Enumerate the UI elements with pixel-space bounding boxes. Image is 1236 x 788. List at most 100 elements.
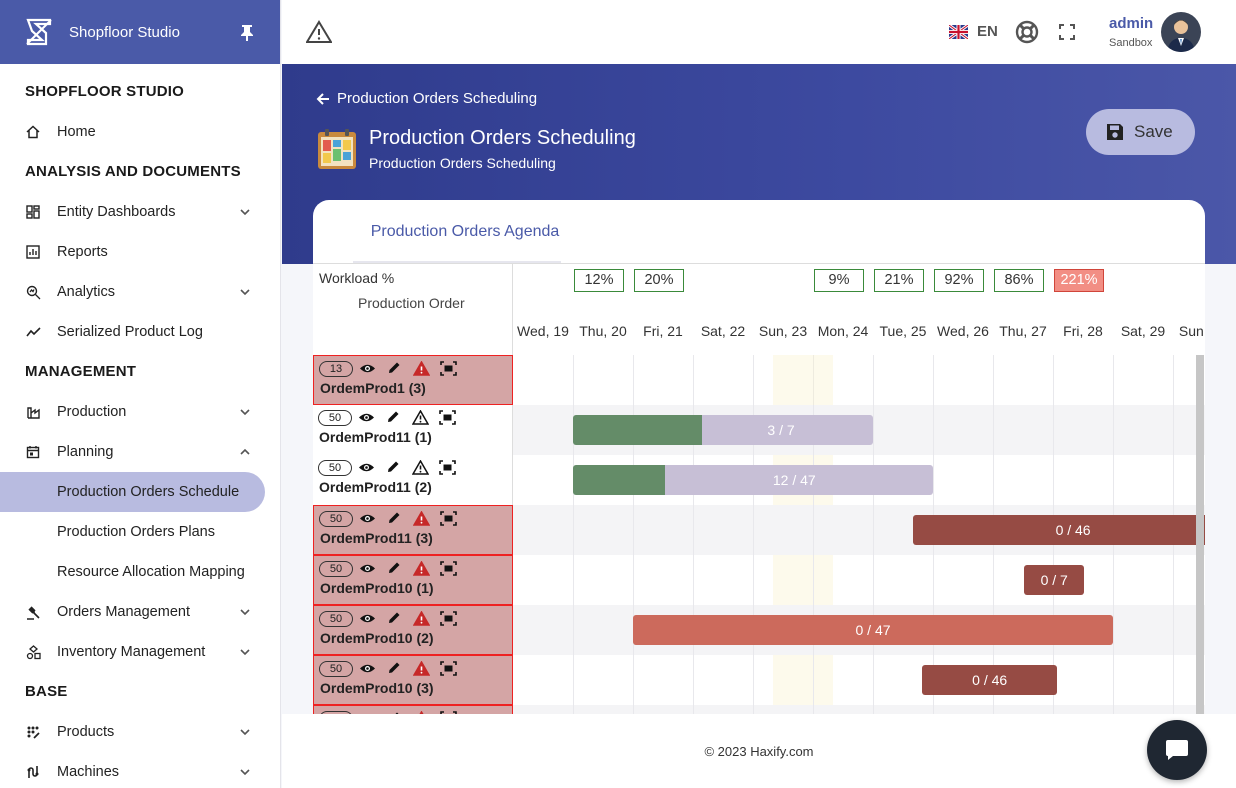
workload-badge: 9% (814, 269, 864, 292)
sidebar-item-home[interactable]: Home (0, 112, 280, 152)
view-icon[interactable] (359, 561, 376, 576)
day-gridline (993, 355, 994, 405)
view-icon[interactable] (358, 410, 375, 425)
day-gridline (873, 405, 874, 455)
order-bar[interactable]: 12 / 47 (573, 465, 933, 495)
sidebar-item-serialized-log[interactable]: Serialized Product Log (0, 312, 280, 352)
sidebar-subitem-production-orders-schedule[interactable]: Production Orders Schedule (0, 472, 265, 512)
order-name[interactable]: OrdemProd11 (3) (320, 530, 433, 546)
row-timeline: 0 / 46 (513, 655, 1205, 705)
lifebuoy-icon[interactable] (1015, 20, 1039, 44)
order-bar[interactable]: 3 / 7 (573, 415, 873, 445)
order-name[interactable]: OrdemProd10 (2) (320, 630, 434, 646)
view-icon[interactable] (359, 511, 376, 526)
table-row: 12 / 47 50 OrdemProd11 (2) (313, 455, 1205, 505)
avatar[interactable] (1161, 12, 1201, 52)
order-name[interactable]: OrdemProd10 (1) (320, 580, 434, 596)
sidebar-subitem-production-orders-plans[interactable]: Production Orders Plans (57, 524, 215, 540)
chat-bubble-icon (1166, 740, 1188, 760)
warning-icon[interactable] (413, 661, 430, 677)
focus-icon[interactable] (439, 460, 456, 476)
order-name[interactable]: OrdemProd10 (3) (320, 680, 434, 696)
chat-button[interactable] (1147, 720, 1207, 780)
view-icon[interactable] (359, 611, 376, 626)
sidebar-item-analytics[interactable]: Analytics (0, 272, 280, 312)
order-name[interactable]: OrdemProd1 (3) (320, 380, 426, 396)
pin-icon[interactable] (238, 23, 256, 41)
uk-flag-icon[interactable] (949, 25, 968, 39)
view-icon[interactable] (359, 361, 376, 376)
sidebar-subitem-resource-allocation[interactable]: Resource Allocation Mapping (57, 564, 245, 580)
focus-icon[interactable] (439, 410, 456, 426)
day-gridline (1113, 555, 1114, 605)
edit-icon[interactable] (386, 361, 403, 376)
order-name[interactable]: OrdemProd11 (2) (319, 479, 432, 495)
language-selector[interactable]: EN (977, 23, 998, 40)
day-gridline (1173, 555, 1174, 605)
order-bar[interactable]: 0 / 47 (633, 615, 1113, 645)
focus-icon[interactable] (440, 511, 457, 527)
warning-icon[interactable] (413, 361, 430, 377)
sidebar-item-reports[interactable]: Reports (0, 232, 280, 272)
sidebar-item-label: Production (57, 404, 127, 420)
view-icon[interactable] (358, 460, 375, 475)
warning-icon[interactable] (413, 611, 430, 627)
view-icon[interactable] (359, 661, 376, 676)
edit-icon[interactable] (386, 511, 403, 526)
day-gridline (873, 655, 874, 705)
day-gridline (933, 705, 934, 714)
tab-production-orders-agenda[interactable]: Production Orders Agenda (353, 200, 561, 263)
day-label: Mon, 24 (817, 323, 869, 339)
chevron-down-icon (240, 209, 250, 216)
sidebar-item-production[interactable]: Production (0, 392, 280, 432)
focus-icon[interactable] (440, 711, 457, 714)
sidebar-item-planning[interactable]: Planning (0, 432, 280, 472)
order-bar[interactable]: 0 / 46 (922, 665, 1058, 695)
focus-icon[interactable] (440, 661, 457, 677)
sidebar-item-orders-management[interactable]: Orders Management (0, 592, 280, 632)
vertical-scrollbar[interactable] (1196, 355, 1204, 714)
back-link-label: Production Orders Scheduling (337, 90, 538, 107)
warning-icon[interactable] (413, 711, 430, 714)
edit-icon[interactable] (386, 661, 403, 676)
edit-icon[interactable] (385, 460, 402, 475)
sidebar-item-label: Analytics (57, 284, 116, 300)
edit-icon[interactable] (386, 711, 403, 714)
edit-icon[interactable] (385, 410, 402, 425)
edit-icon[interactable] (386, 611, 403, 626)
chevron-down-icon (240, 609, 250, 616)
workload-badge: 86% (994, 269, 1044, 292)
chevron-down-icon (240, 289, 250, 296)
day-label: Sat, 22 (700, 323, 746, 339)
save-button[interactable]: Save (1086, 109, 1195, 155)
order-bar[interactable]: 0 / 46 (913, 515, 1205, 545)
order-label-cell: 50 OrdemProd11 (3) (313, 505, 513, 555)
warning-icon[interactable] (412, 410, 429, 426)
sidebar-item-label: Inventory Management (57, 644, 206, 660)
focus-icon[interactable] (440, 561, 457, 577)
edit-icon[interactable] (386, 561, 403, 576)
order-bar[interactable]: 0 / 7 (1024, 565, 1085, 595)
warning-icon[interactable] (413, 561, 430, 577)
gantt-body: 13 OrdemProd1 (3) 3 / 7 50 OrdemProd11 (1… (313, 355, 1205, 714)
chevron-down-icon (240, 649, 250, 656)
day-gridline (573, 505, 574, 555)
user-name[interactable]: admin (1109, 15, 1154, 32)
order-label-cell: 50 OrdemProd11 (1) (313, 405, 513, 455)
fullscreen-icon[interactable] (1059, 24, 1075, 40)
sidebar-item-entity-dashboards[interactable]: Entity Dashboards (0, 192, 280, 232)
back-link[interactable]: Production Orders Scheduling (315, 90, 537, 107)
focus-icon[interactable] (440, 611, 457, 627)
workload-label: Workload % (319, 270, 395, 286)
warning-icon[interactable] (413, 511, 430, 527)
sidebar-item-machines[interactable]: Machines (0, 752, 280, 788)
agenda-card: Production Orders Agenda Workload % Prod… (313, 200, 1205, 714)
sidebar-item-products[interactable]: Products (0, 712, 280, 752)
warning-icon[interactable] (412, 460, 429, 476)
order-name[interactable]: OrdemProd11 (1) (319, 429, 432, 445)
table-row: 0 / 47 50 OrdemProd10 (2) (313, 605, 1205, 655)
table-row: 3 / 7 50 OrdemProd11 (1) (313, 405, 1205, 455)
focus-icon[interactable] (440, 361, 457, 377)
sidebar-item-inventory[interactable]: Inventory Management (0, 632, 280, 672)
warning-icon[interactable] (306, 20, 332, 44)
